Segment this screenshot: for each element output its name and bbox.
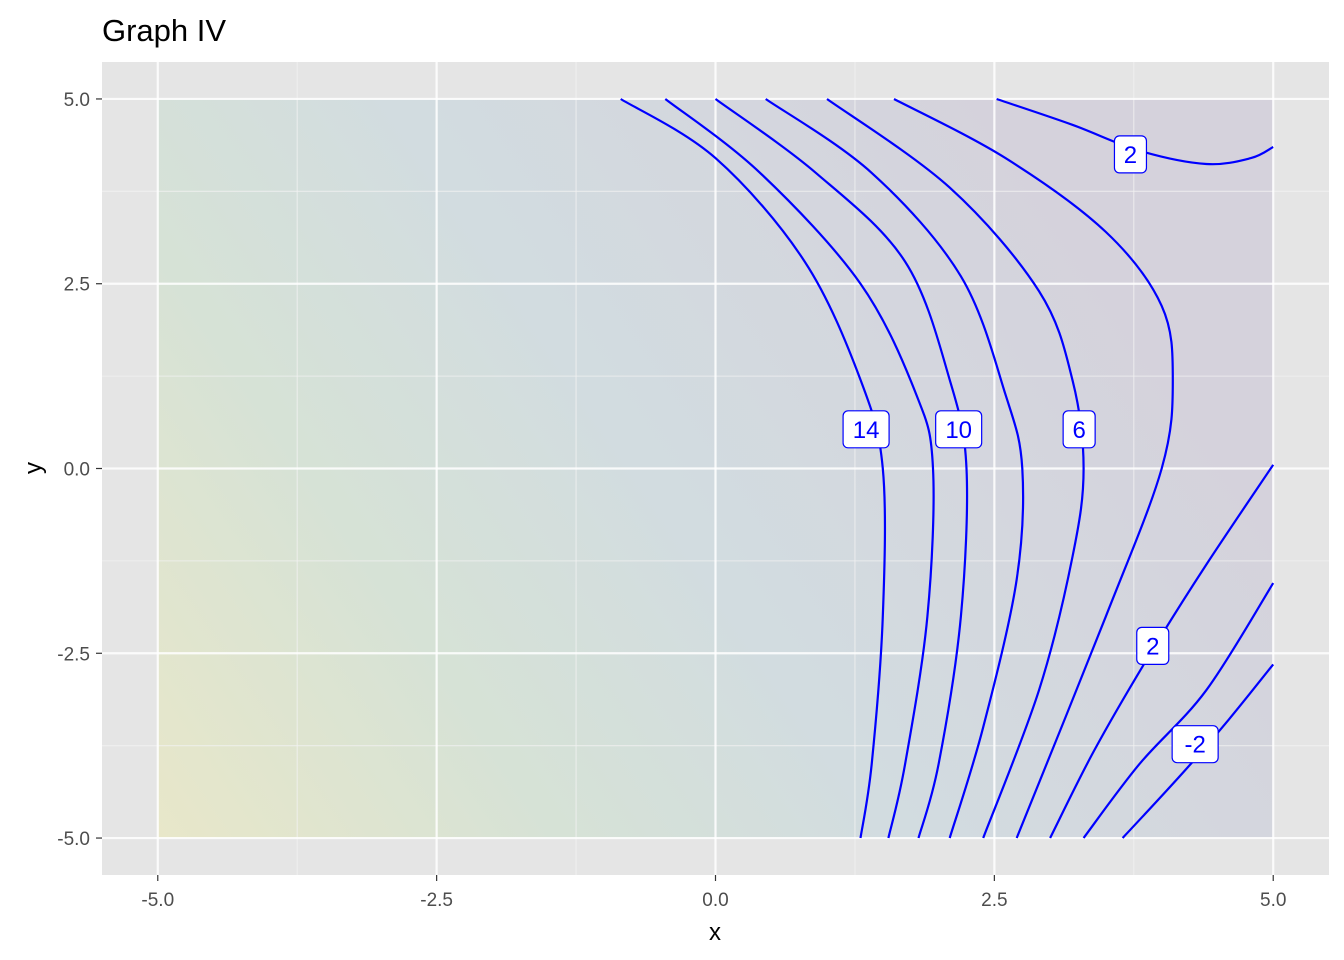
contour-line bbox=[765, 98, 1025, 839]
contour-label: 2 bbox=[1136, 626, 1170, 665]
contour-label-text: 2 bbox=[1146, 633, 1159, 660]
contour-line bbox=[996, 97, 1274, 166]
x-axis: -5.0 -2.5 0.0 2.5 5.0 bbox=[141, 875, 1286, 911]
contour-label: 10 bbox=[935, 410, 983, 449]
x-tick-label: 0.0 bbox=[702, 890, 728, 911]
contour-label: 6 bbox=[1062, 410, 1096, 449]
contour-label: 14 bbox=[842, 410, 890, 449]
contour-label-text: -2 bbox=[1184, 732, 1205, 759]
contour-label-box bbox=[1113, 135, 1148, 174]
contour-label-box bbox=[1171, 725, 1219, 764]
contour-label-text: 2 bbox=[1124, 142, 1137, 169]
y-tick-label: -2.5 bbox=[57, 644, 90, 665]
y-tick-label: 2.5 bbox=[64, 275, 90, 296]
x-tick-label: -2.5 bbox=[420, 890, 453, 911]
y-tick-label: 5.0 bbox=[64, 90, 90, 111]
contour-line bbox=[893, 98, 1174, 839]
y-axis: -5.0 -2.5 0.0 2.5 5.0 bbox=[57, 90, 102, 850]
x-tick-label: 5.0 bbox=[1260, 890, 1286, 911]
contour-line bbox=[1082, 582, 1275, 839]
contour-label: -2 bbox=[1171, 725, 1219, 764]
contour-labels: 14 10 6 2 2 -2 bbox=[842, 135, 1219, 764]
chart-title: Graph IV bbox=[102, 13, 226, 48]
x-tick-label: 2.5 bbox=[981, 890, 1007, 911]
y-tick-label: 0.0 bbox=[64, 460, 90, 481]
y-axis-title: y bbox=[20, 462, 47, 474]
contour-label-text: 14 bbox=[853, 417, 880, 444]
contour-label-text: 6 bbox=[1072, 417, 1085, 444]
y-tick-label: -5.0 bbox=[57, 829, 90, 850]
x-tick-label: -5.0 bbox=[141, 890, 174, 911]
grid-major bbox=[102, 62, 1329, 875]
contour-label-box bbox=[935, 410, 983, 449]
contour-label: 2 bbox=[1113, 135, 1148, 174]
x-axis-title: x bbox=[709, 919, 721, 946]
contour-label-box bbox=[1062, 410, 1096, 449]
contour-label-text: 10 bbox=[945, 417, 972, 444]
contour-label-box bbox=[842, 410, 890, 449]
contour-label-box bbox=[1136, 626, 1170, 665]
contour-line bbox=[664, 98, 935, 839]
